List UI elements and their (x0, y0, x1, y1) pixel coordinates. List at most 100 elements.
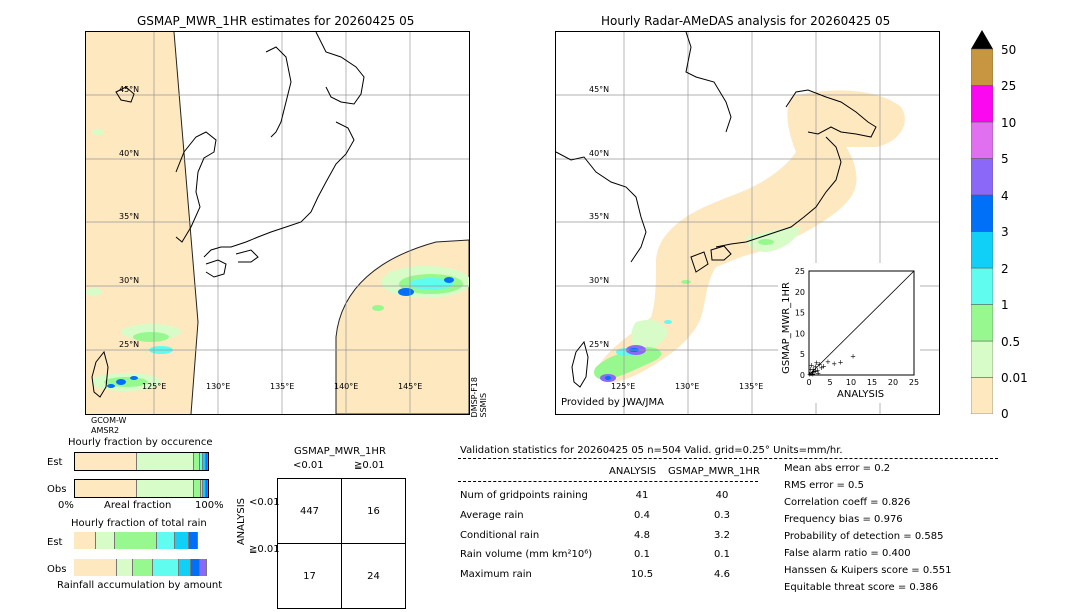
scatter-point: + (825, 358, 831, 366)
fraction-segment (74, 532, 97, 549)
validation-col-analysis: ANALYSIS (609, 466, 657, 477)
validation-analysis-value: 41 (635, 490, 649, 501)
cbar-label-1: 1 (1001, 298, 1009, 312)
left-swath-west (86, 32, 198, 414)
total-rain-obs-label: Obs (47, 564, 67, 575)
colorbar (970, 30, 994, 415)
fraction-segment (175, 532, 190, 549)
fraction-segment (75, 480, 137, 497)
contingency-row1: <0.01 (249, 497, 280, 508)
scatter-point: + (809, 362, 815, 370)
left-lat-45: 45°N (119, 85, 140, 94)
occurrence-obs-label: Obs (47, 484, 67, 495)
cbar-label-10: 10 (1001, 116, 1017, 130)
left-lat-35: 35°N (119, 212, 140, 221)
scatter-point: + (821, 362, 827, 370)
total-rain-est-label: Est (47, 537, 63, 548)
cbar-label-0-5: 0.5 (1001, 335, 1021, 349)
validation-divider-top (458, 458, 998, 459)
fraction-segment (152, 559, 179, 576)
right-map-svg (556, 32, 939, 414)
left-lon-135: 135°E (270, 382, 295, 391)
occurrence-axis-right: 100% (195, 500, 224, 511)
contingency-title: GSMAP_MWR_1HR (294, 446, 386, 457)
fraction-segment (205, 480, 208, 497)
left-map-svg (86, 32, 469, 414)
left-lon-140: 140°E (334, 382, 359, 391)
scatter-y-tick: 0 (800, 371, 805, 380)
fraction-segment (191, 559, 200, 576)
validation-row-label: Average rain (460, 510, 524, 521)
fraction-segment (156, 532, 176, 549)
occurrence-obs-bar (74, 479, 209, 498)
fraction-segment (193, 453, 200, 470)
score-line: RMS error = 0.5 (784, 480, 864, 491)
colorbar-swatch (970, 194, 994, 232)
scatter-x-tick: 0 (806, 378, 811, 387)
scatter-point: + (809, 369, 815, 377)
contingency-row2: ≧0.01 (249, 544, 280, 555)
scatter-points: +++++++++++ ++ + ++++++ (807, 352, 856, 378)
total-rain-est-bar (74, 532, 207, 549)
right-credit: Provided by JWA/JMA (561, 397, 664, 408)
colorbar-swatch (970, 267, 994, 305)
scatter-point: + (815, 369, 821, 377)
scatter-y-tick: 5 (800, 350, 805, 359)
right-lat-25: 25°N (589, 340, 610, 349)
left-bottom-label-2: AMSR2 (91, 426, 120, 435)
contingency-table: 447 16 17 24 (277, 478, 406, 609)
occurrence-axis-mid: Areal fraction (104, 500, 172, 511)
validation-gsmap-value: 0.1 (714, 549, 730, 560)
cbar-label-25: 25 (1001, 79, 1017, 93)
scatter-y-tick: 10 (795, 329, 805, 338)
left-lat-40: 40°N (119, 149, 140, 158)
scatter-x-tick: 5 (827, 378, 832, 387)
colorbar-arrow (971, 30, 993, 49)
occurrence-est-bar (74, 452, 209, 471)
fraction-segment (199, 559, 207, 576)
right-lat-35: 35°N (589, 212, 610, 221)
cbar-label-2: 2 (1001, 262, 1009, 276)
scatter-ticks: 00 5 5 10 10 15 15 20 20 25 25 (795, 267, 919, 387)
colorbar-swatch (970, 377, 994, 415)
left-lon-130: 130°E (206, 382, 231, 391)
scatter-point: + (817, 361, 823, 369)
scatter-ylabel: GSMAP_MWR_1HR (781, 282, 792, 374)
validation-row-label: Maximum rain (460, 569, 532, 580)
left-map-panel (85, 31, 470, 415)
occurrence-est-label: Est (47, 457, 63, 468)
fraction-segment (132, 559, 153, 576)
fraction-segment (206, 453, 208, 470)
scatter-point: + (813, 367, 819, 375)
colorbar-swatch (970, 304, 994, 342)
total-rain-title: Hourly fraction of total rain (71, 518, 207, 529)
scatter-point: + (811, 368, 817, 376)
score-line: Correlation coeff = 0.826 (784, 497, 911, 508)
left-grid (86, 32, 469, 414)
left-lon-125: 125°E (142, 382, 167, 391)
occurrence-axis-left: 0% (58, 500, 74, 511)
score-line: Frequency bias = 0.976 (784, 514, 903, 525)
scatter-point: + (812, 363, 818, 371)
validation-header: Validation statistics for 20260425 05 n=… (460, 445, 843, 456)
validation-analysis-value: 0.1 (634, 549, 650, 560)
validation-analysis-value: 0.4 (634, 510, 650, 521)
fraction-segment (116, 559, 133, 576)
validation-gsmap-value: 4.6 (714, 569, 730, 580)
scatter-x-tick: 10 (846, 378, 856, 387)
contingency-cell: 16 (341, 478, 406, 544)
right-map-title: Hourly Radar-AMeDAS analysis for 2026042… (601, 14, 891, 28)
contingency-row-axis: ANALYSIS (236, 498, 247, 546)
fraction-segment (75, 453, 137, 470)
total-rain-obs-bar (74, 559, 207, 576)
validation-row-label: Num of gridpoints raining (460, 490, 588, 501)
scatter-y-tick: 25 (795, 267, 805, 276)
contingency-cell: 447 (277, 478, 342, 544)
right-lon-125: 125°E (611, 382, 636, 391)
scatter-y-tick: 15 (795, 309, 805, 318)
scatter-xlabel: ANALYSIS (837, 389, 885, 400)
occurrence-title: Hourly fraction by occurence (68, 437, 213, 448)
validation-analysis-value: 10.5 (630, 569, 654, 580)
scatter-point: + (807, 370, 813, 378)
fraction-segment (74, 559, 117, 576)
